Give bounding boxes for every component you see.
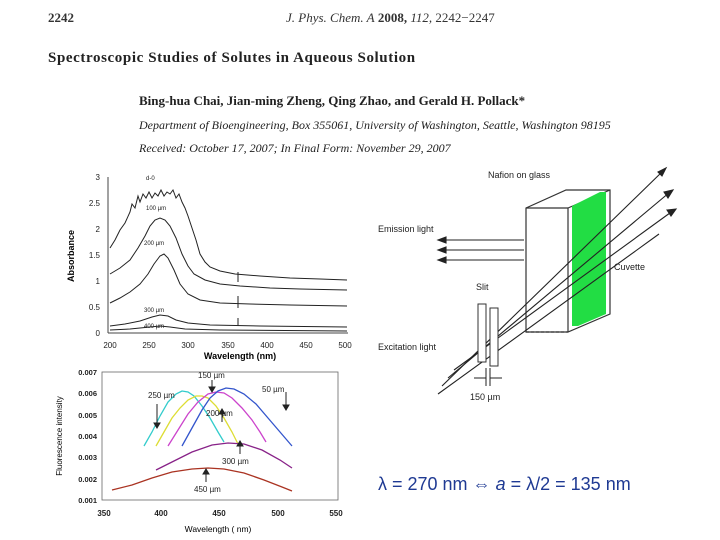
absorbance-curve-300um <box>109 314 348 328</box>
fl-curve-200um <box>155 395 239 447</box>
slit-width-marker <box>474 368 502 386</box>
abs-ytick-3: 1.5 <box>89 251 101 260</box>
absorbance-x-ticks: 200 250 300 350 400 450 500 <box>103 341 352 350</box>
slit-label: Slit <box>476 282 489 292</box>
paper-affiliation: Department of Bioengineering, Box 355061… <box>139 118 611 132</box>
journal-volume: 112, <box>410 10 433 25</box>
fl-xtick-1: 400 <box>154 509 168 518</box>
fluorescence-x-ticks: 350 400 450 500 550 <box>97 509 343 518</box>
abs-curve-label-200: 200 µm <box>144 241 164 247</box>
cuvette-label: Cuvette <box>614 262 645 272</box>
absorbance-curve-400um <box>109 325 348 332</box>
emission-label: Emission light <box>378 224 434 234</box>
abs-curve-label-400: 400 µm <box>144 324 164 330</box>
fl-ytick-4: 0.005 <box>78 411 97 420</box>
journal-name: J. Phys. Chem. A <box>286 10 375 25</box>
fl-curve-50um <box>181 387 293 447</box>
fluorescence-plot: 0.001 0.002 0.003 0.004 0.005 0.006 0.00… <box>55 368 343 534</box>
fl-xtick-4: 550 <box>329 509 343 518</box>
wavelength-formula: λ = 270 nm ⇔ a = λ/2 = 135 nm <box>378 474 631 495</box>
journal-citation: J. Phys. Chem. A 2008, 112, 2242−2247 <box>286 10 495 26</box>
nafion-label: Nafion on glass <box>488 170 551 180</box>
abs-ytick-2: 1 <box>96 277 101 286</box>
slit <box>477 303 499 367</box>
fl-label-450um: 450 µm <box>194 485 221 494</box>
absorbance-curve-200um <box>109 253 348 307</box>
abs-ytick-1: 0.5 <box>89 303 101 312</box>
abs-curve-label-100: 100 µm <box>146 206 166 212</box>
abs-curve-label-d0: d-0 <box>146 176 155 182</box>
abs-xtick-5: 450 <box>299 341 313 350</box>
absorbance-curve-100um <box>109 217 348 291</box>
fl-ytick-3: 0.004 <box>78 432 98 441</box>
absorbance-y-ticks: 0 0.5 1 1.5 2 2.5 3 <box>89 173 101 338</box>
paper-authors: Bing-hua Chai, Jian-ming Zheng, Qing Zha… <box>139 93 526 108</box>
abs-ytick-6: 3 <box>96 173 101 182</box>
abs-curve-label-300: 300 µm <box>144 308 164 314</box>
abs-xtick-6: 500 <box>338 341 352 350</box>
fl-ytick-0: 0.001 <box>78 496 97 505</box>
abs-xtick-4: 400 <box>260 341 274 350</box>
fluorescence-plot-frame <box>101 371 339 501</box>
fl-ytick-2: 0.003 <box>78 453 97 462</box>
journal-pages: 2242−2247 <box>435 10 495 25</box>
page-number: 2242 <box>48 10 74 25</box>
fl-ytick-6: 0.007 <box>78 368 97 377</box>
abs-ytick-0: 0 <box>96 329 101 338</box>
absorbance-xlabel: Wavelength (nm) <box>204 351 276 361</box>
fl-label-50um: 50 µm <box>262 385 285 394</box>
formula-lambda: λ = 270 nm <box>378 474 468 494</box>
formula-arrow: ⇔ <box>472 474 491 494</box>
paper-received: Received: October 17, 2007; In Final For… <box>139 141 451 155</box>
emission-arrows <box>436 236 524 264</box>
fl-curve-450um <box>111 467 293 492</box>
fl-curve-300um <box>155 442 293 471</box>
slit-width-label: 150 µm <box>470 392 500 402</box>
abs-ytick-5: 2.5 <box>89 199 101 208</box>
fl-xtick-0: 350 <box>97 509 111 518</box>
abs-xtick-0: 200 <box>103 341 117 350</box>
formula-rest: = λ/2 = 135 nm <box>510 474 631 494</box>
abs-ytick-4: 2 <box>96 225 101 234</box>
journal-year: 2008, <box>377 10 408 25</box>
fluorescence-xlabel: Wavelength ( nm) <box>185 524 252 534</box>
fl-xtick-2: 450 <box>212 509 226 518</box>
fl-curve-150um <box>143 390 225 447</box>
paper-title: Spectroscopic Studies of Solutes in Aque… <box>48 50 416 66</box>
cuvette-box <box>525 189 611 333</box>
fl-label-150um: 150 µm <box>198 371 225 380</box>
abs-xtick-3: 350 <box>221 341 235 350</box>
fluorescence-y-ticks: 0.001 0.002 0.003 0.004 0.005 0.006 0.00… <box>78 368 98 505</box>
absorbance-plot: 0 0.5 1 1.5 2 2.5 3 200 250 300 350 400 … <box>66 173 352 361</box>
fl-ytick-5: 0.006 <box>78 389 97 398</box>
formula-a: a <box>495 474 506 494</box>
absorbance-ylabel: Absorbance <box>66 230 76 282</box>
fl-arrows <box>153 380 290 482</box>
fl-curve-250um <box>167 391 267 447</box>
beam-lines <box>437 166 678 395</box>
abs-xtick-2: 300 <box>181 341 195 350</box>
fl-label-250um: 250 µm <box>148 391 175 400</box>
nafion-coating <box>572 192 606 326</box>
absorbance-curve-d0 <box>109 188 348 281</box>
fl-xtick-3: 500 <box>271 509 285 518</box>
fl-ytick-1: 0.002 <box>78 475 97 484</box>
fl-label-300um: 300 µm <box>222 457 249 466</box>
excitation-label: Excitation light <box>378 342 437 352</box>
fluorescence-ylabel: Fluorescence intensity <box>55 396 64 476</box>
fl-label-200um: 200 µm <box>206 409 233 418</box>
abs-xtick-1: 250 <box>142 341 156 350</box>
cuvette-diagram: Nafion on glass Emission light Cuvette S… <box>378 166 678 402</box>
